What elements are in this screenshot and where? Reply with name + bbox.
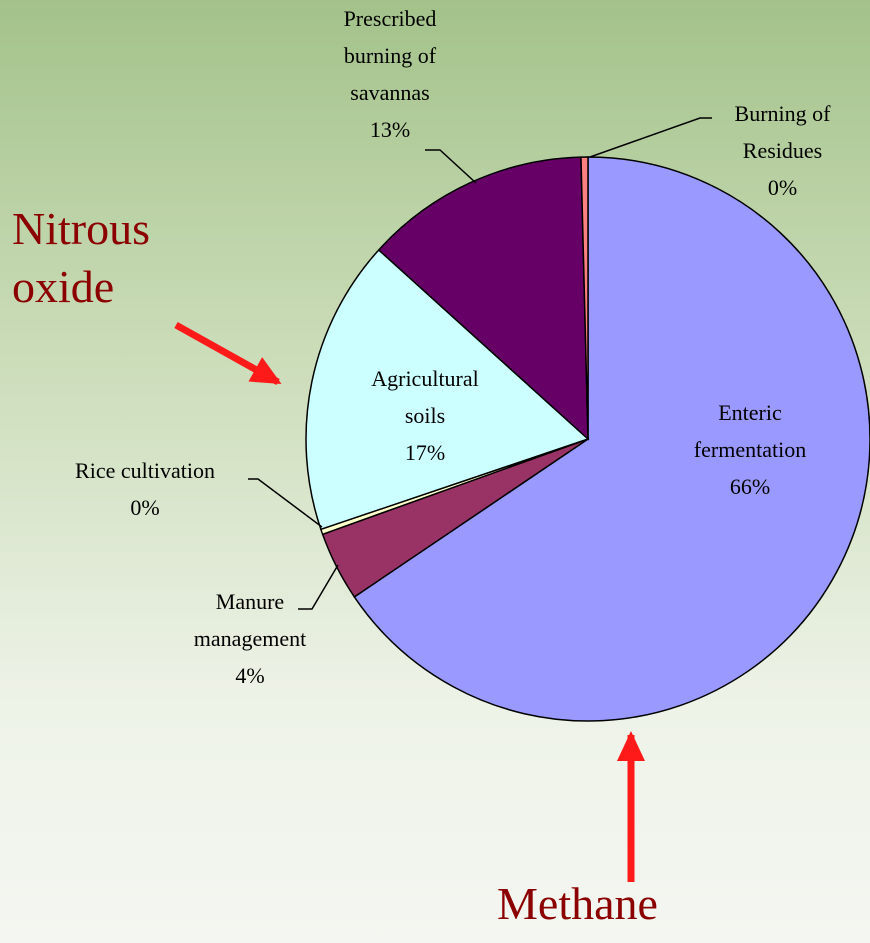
category-label: Rice cultivation [75, 458, 215, 483]
slice-label: Prescribed burning of savannas 13% [325, 0, 455, 148]
pie-slice [377, 156, 589, 441]
arrow-head [248, 357, 282, 384]
slice-label: Rice cultivation 0% [35, 452, 255, 526]
value-label: 4% [235, 663, 265, 688]
value-label: 0% [767, 175, 798, 200]
slice-label: Manure management 4% [170, 583, 330, 694]
slice-label: Burning of Residues 0% [710, 95, 855, 206]
annotation: Nitrous oxide [12, 203, 150, 312]
value-label: 0% [130, 495, 160, 520]
slice-label: Agricultural soils 17% [350, 360, 500, 471]
category-label: Burning of Residues [734, 101, 831, 163]
category-label: Enteric fermentation [693, 400, 807, 462]
slice-label: Enteric fermentation 66% [670, 394, 830, 505]
value-label: 66% [729, 474, 771, 499]
pie-slice [305, 248, 590, 531]
leader-line [425, 149, 477, 184]
pie-slice [580, 156, 589, 440]
leader-line [248, 478, 323, 528]
arrow-head [617, 731, 645, 761]
pie-slice [353, 156, 870, 722]
category-label: Prescribed burning of savannas [343, 6, 437, 105]
category-label: Agricultural soils [371, 366, 479, 428]
category-label: Manure management [193, 589, 307, 651]
leader-line [589, 117, 712, 158]
annotation: Methane [497, 878, 658, 929]
value-label: 17% [404, 440, 446, 465]
value-label: 13% [369, 117, 411, 142]
leader-line [298, 564, 339, 610]
